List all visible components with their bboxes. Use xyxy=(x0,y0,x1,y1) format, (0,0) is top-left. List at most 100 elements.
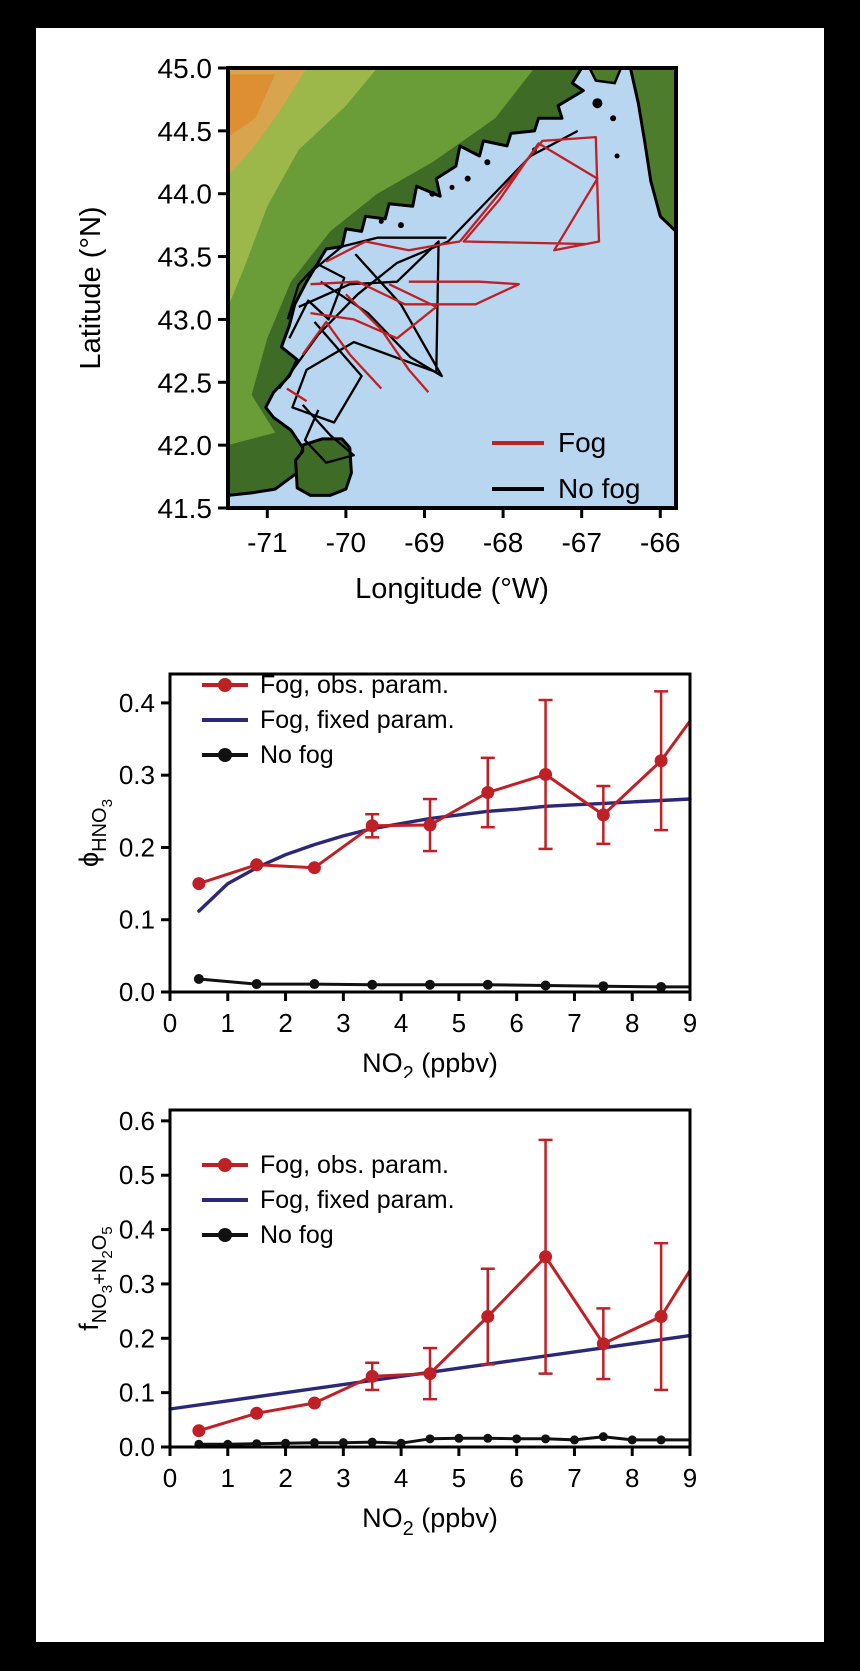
svg-text:NO2 (ppbv): NO2 (ppbv) xyxy=(362,1503,498,1540)
chart2-legend: Fog, obs. param. Fog, fixed param. No fo… xyxy=(202,1152,455,1248)
data-point xyxy=(367,979,378,990)
island xyxy=(592,98,603,109)
svg-text:4: 4 xyxy=(394,1463,408,1493)
map-graphic xyxy=(228,68,676,508)
series-0 xyxy=(192,1138,692,1438)
island xyxy=(429,190,436,197)
cape-cod xyxy=(294,437,353,497)
svg-text:44.0: 44.0 xyxy=(158,179,213,210)
svg-text:0.1: 0.1 xyxy=(119,905,155,935)
fog-flight-tracks xyxy=(286,135,601,403)
data-point xyxy=(454,1433,464,1443)
svg-text:42.5: 42.5 xyxy=(158,367,213,398)
island xyxy=(397,222,404,229)
data-point xyxy=(654,754,668,768)
svg-text:-67: -67 xyxy=(561,527,601,558)
series-0 xyxy=(192,690,692,891)
legend-label-fog-obs: Fog, obs. param. xyxy=(260,671,449,699)
svg-text:-68: -68 xyxy=(483,527,523,558)
svg-text:-71: -71 xyxy=(247,527,287,558)
island xyxy=(378,218,384,224)
data-point xyxy=(193,973,204,984)
data-point xyxy=(596,1337,610,1351)
data-point xyxy=(512,1434,522,1444)
plot-border xyxy=(168,672,692,994)
fog-line-swatch xyxy=(492,441,544,445)
svg-text:0.3: 0.3 xyxy=(119,1269,155,1299)
marker-dot xyxy=(218,1158,232,1172)
svg-text:8: 8 xyxy=(625,1463,639,1493)
data-point xyxy=(192,877,206,891)
phi-hno3-chart-canvas: 0 1 2 3 4 5 6 7 8 9 0.0 0.1 0.2 0.3 0.4 NO2 (ppbv) ϕHNO3 xyxy=(74,672,697,1078)
svg-text:ϕHNO3: ϕHNO3 xyxy=(74,799,116,867)
svg-text:0.3: 0.3 xyxy=(119,760,155,790)
svg-text:41.5: 41.5 xyxy=(158,493,213,524)
data-point xyxy=(656,981,667,992)
data-point xyxy=(540,980,551,991)
terrain-shading xyxy=(228,68,535,446)
svg-text:5: 5 xyxy=(452,1008,466,1038)
data-point xyxy=(482,979,493,990)
map-legend-label-no-fog: No fog xyxy=(558,473,641,504)
map-legend-item-fog: Fog xyxy=(492,428,641,458)
map-panel: -71 -70 -69 -68 -67 -66 45.0 44.5 44.0 43.5 43.0 42… xyxy=(66,38,766,616)
svg-text:6: 6 xyxy=(509,1008,523,1038)
marker-dot xyxy=(218,678,232,692)
svg-text:3: 3 xyxy=(336,1008,350,1038)
data-point xyxy=(627,1435,637,1445)
svg-text:0: 0 xyxy=(163,1463,177,1493)
data-point xyxy=(569,1435,579,1445)
svg-text:0.1: 0.1 xyxy=(119,1378,155,1408)
svg-text:0.2: 0.2 xyxy=(119,832,155,862)
svg-text:-70: -70 xyxy=(326,527,366,558)
svg-text:0.0: 0.0 xyxy=(119,1432,155,1462)
data-point xyxy=(425,979,435,990)
legend-label-no-fog: No fog xyxy=(260,741,334,769)
legend-label-fog-fixed: Fog, fixed param. xyxy=(260,1186,455,1214)
chart1-legend: Fog, obs. param. Fog, fixed param. No fo… xyxy=(202,672,455,768)
svg-text:7: 7 xyxy=(567,1463,581,1493)
marker-dot xyxy=(218,748,232,762)
legend-item-no-fog: No fog xyxy=(202,1222,455,1248)
legend-label-fog-fixed: Fog, fixed param. xyxy=(260,706,455,734)
fog-obs-swatch xyxy=(202,1158,248,1172)
legend-item-fog-fixed: Fog, fixed param. xyxy=(202,1187,455,1213)
svg-text:9: 9 xyxy=(683,1008,697,1038)
svg-text:Latitude (°N): Latitude (°N) xyxy=(75,206,107,369)
data-point xyxy=(541,1434,551,1444)
svg-text:fNO3+N2O5: fNO3+N2O5 xyxy=(74,1226,116,1330)
svg-text:-66: -66 xyxy=(640,527,680,558)
legend-item-fog-fixed: Fog, fixed param. xyxy=(202,707,455,733)
svg-text:0.0: 0.0 xyxy=(119,977,155,1007)
svg-text:2: 2 xyxy=(278,1463,292,1493)
marker-dot xyxy=(218,1228,232,1242)
fog-obs-swatch xyxy=(202,678,248,692)
data-point xyxy=(307,1396,321,1410)
no-fog-swatch xyxy=(202,748,248,762)
island xyxy=(610,115,617,122)
svg-text:9: 9 xyxy=(683,1463,697,1493)
svg-text:45.0: 45.0 xyxy=(158,53,213,84)
svg-text:44.5: 44.5 xyxy=(158,116,213,147)
svg-text:7: 7 xyxy=(567,1008,581,1038)
f-no3-n2o5-chart: 0 1 2 3 4 5 6 7 8 9 0.0 0.1 0.2 0.3 0.4 0.5 0.6 NO2 (ppbv… xyxy=(66,1064,766,1544)
f-no3-n2o5-chart-canvas: 0 1 2 3 4 5 6 7 8 9 0.0 0.1 0.2 0.3 0.4 0.5 0.6 NO2 (ppbv… xyxy=(74,1106,697,1540)
data-point xyxy=(281,1438,291,1448)
data-point xyxy=(250,858,264,872)
phi-hno3-chart: 0 1 2 3 4 5 6 7 8 9 0.0 0.1 0.2 0.3 0.4 NO2 (ppbv) ϕHNO3… xyxy=(66,628,766,1078)
svg-text:43.0: 43.0 xyxy=(158,304,213,335)
data-point xyxy=(192,1424,206,1438)
svg-text:Longitude (°W): Longitude (°W) xyxy=(355,573,549,605)
legend-item-fog-obs: Fog, obs. param. xyxy=(202,1152,455,1178)
no-fog-swatch xyxy=(202,1228,248,1242)
data-point xyxy=(423,818,437,832)
data-point xyxy=(251,979,262,990)
series-2 xyxy=(193,973,692,992)
no-fog-line-swatch xyxy=(492,487,544,491)
data-point xyxy=(598,1432,608,1442)
data-point xyxy=(365,819,379,833)
data-point xyxy=(483,1433,493,1443)
svg-text:3: 3 xyxy=(336,1463,350,1493)
data-point xyxy=(309,1438,319,1448)
